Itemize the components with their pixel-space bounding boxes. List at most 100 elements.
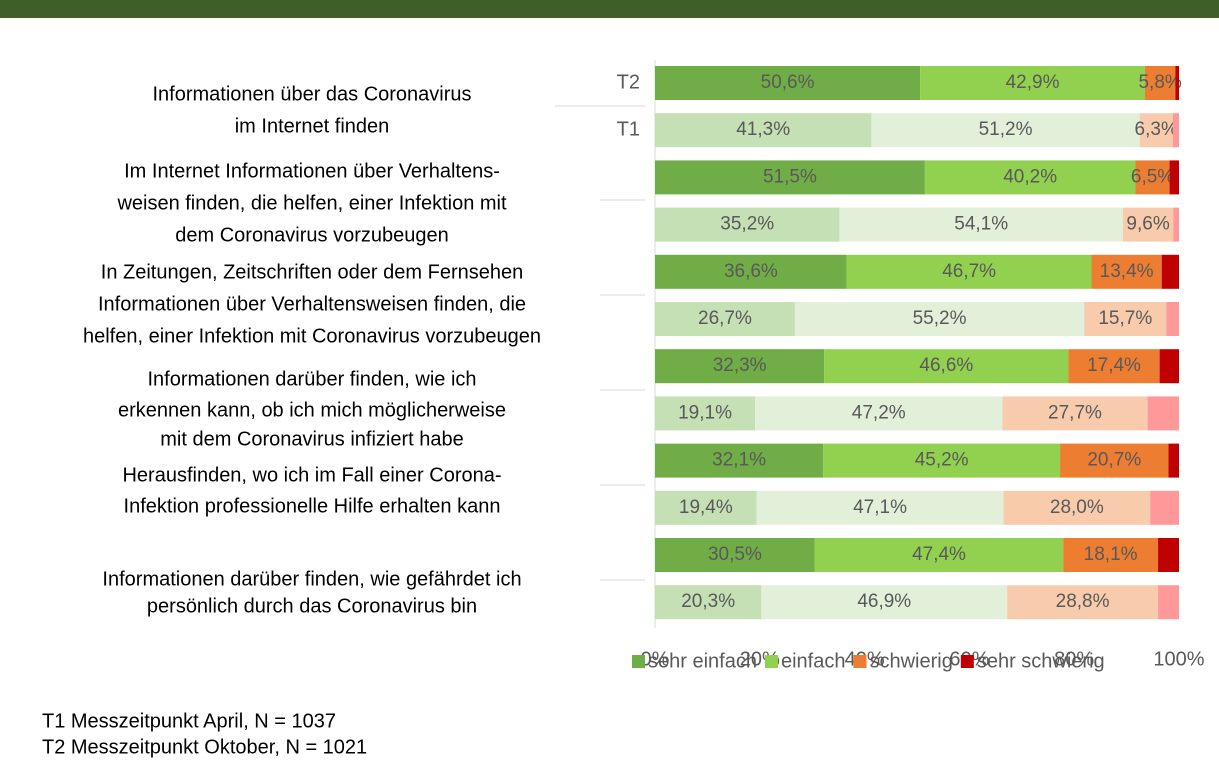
value-label: 46,7% (942, 261, 996, 282)
value-label: 55,2% (913, 308, 967, 329)
value-label: 40,2% (1003, 166, 1057, 187)
group-label: dem Coronavirus vorzubeugen (175, 224, 449, 246)
value-label: 51,2% (979, 119, 1033, 140)
bar-segment (1135, 160, 1170, 195)
group-label: Herausfinden, wo ich im Fall einer Coron… (122, 464, 501, 486)
legend-label: sehr schwierig (977, 650, 1105, 672)
bar-segment (1063, 538, 1159, 572)
group-label: weisen finden, die helfen, einer Infekti… (116, 192, 507, 214)
value-label: 13,4% (1100, 261, 1154, 282)
bar-segment (1159, 349, 1179, 384)
value-label: 54,1% (954, 214, 1008, 235)
bar-segment (1144, 66, 1176, 100)
value-label: 6,5% (1131, 166, 1174, 187)
row-label: T2 (617, 71, 640, 93)
value-label: 47,2% (852, 402, 906, 423)
bar-segment (846, 254, 1092, 289)
bar-segment (794, 302, 1085, 336)
value-label: 50,6% (761, 72, 815, 93)
bar-segment (655, 113, 872, 148)
group-label: persönlich durch das Coronavirus bin (147, 595, 477, 617)
group-label: Informationen über Verhaltensweisen find… (98, 293, 526, 315)
legend-swatch (960, 655, 974, 668)
value-label: 19,1% (678, 402, 732, 423)
value-label: 26,7% (698, 308, 752, 329)
value-label: 18,1% (1084, 544, 1138, 565)
bar-segment (755, 396, 1003, 431)
bar-segment (655, 160, 925, 195)
group-label: mit dem Coronavirus infiziert habe (160, 428, 463, 450)
bar-segment (1166, 302, 1179, 336)
value-label: 6,3% (1135, 119, 1178, 140)
bar-segment (1060, 443, 1169, 478)
value-label: 32,3% (713, 355, 767, 376)
value-label: 46,9% (857, 591, 911, 612)
x-tick-label: 80% (1054, 648, 1094, 670)
value-label: 45,2% (915, 450, 969, 471)
group-label: In Zeitungen, Zeitschriften oder dem Fer… (101, 261, 523, 283)
x-tick-label: 0% (641, 648, 670, 670)
legend-swatch (764, 655, 778, 668)
value-label: 19,4% (679, 497, 733, 518)
value-label: 20,3% (681, 591, 735, 612)
bar-segment (1084, 302, 1167, 336)
bar-segment (655, 490, 757, 525)
value-label: 42,9% (1006, 72, 1060, 93)
value-label: 27,7% (1048, 402, 1102, 423)
group-label: Im Internet Informationen über Verhalten… (124, 160, 500, 182)
bar-segment (920, 66, 1145, 100)
bar-segment (756, 490, 1004, 525)
bar-segment (655, 443, 824, 478)
bar-segment (1068, 349, 1160, 384)
legend-label: einfach (781, 650, 846, 672)
bar-segment (1091, 254, 1162, 289)
x-tick-label: 100% (1153, 648, 1204, 670)
value-label: 5,8% (1138, 72, 1181, 93)
bar-segment (655, 66, 921, 100)
row-label: T1 (617, 118, 640, 140)
bar-segment (655, 585, 762, 620)
bar-segment (655, 254, 847, 289)
value-label: 47,4% (912, 544, 966, 565)
bar-segment (1169, 160, 1179, 195)
bar-segment (1007, 585, 1159, 620)
bar-segment (761, 585, 1008, 620)
legend-label: sehr einfach (648, 650, 757, 672)
legend-swatch (632, 655, 645, 668)
bar-segment (1150, 490, 1179, 525)
value-label: 32,1% (712, 450, 766, 471)
group-label: im Internet finden (235, 115, 390, 137)
bar-segment (1168, 443, 1179, 478)
value-label: 36,6% (724, 261, 778, 282)
bar-segment (1003, 490, 1151, 525)
bar-segment (655, 538, 815, 572)
bar-segment (1158, 538, 1179, 572)
bar-segment (655, 349, 825, 384)
bar-segment (655, 207, 840, 242)
group-label: Infektion professionelle Hilfe erhalten … (124, 495, 501, 517)
group-label: Informationen über das Coronavirus (152, 83, 471, 105)
footnote: T1 Messzeitpunkt April, N = 1037 (42, 710, 336, 732)
footnote: T2 Messzeitpunkt Oktober, N = 1021 (42, 736, 367, 758)
value-label: 28,0% (1050, 497, 1104, 518)
bar-segment (1002, 396, 1148, 431)
group-label: Informationen darüber finden, wie gefähr… (102, 568, 521, 590)
bar-segment (1139, 113, 1173, 148)
group-label: Informationen darüber finden, wie ich (147, 368, 476, 390)
value-label: 20,7% (1087, 450, 1141, 471)
value-label: 28,8% (1056, 591, 1110, 612)
bar-segment (655, 302, 795, 336)
bar-segment (824, 349, 1069, 384)
bar-segment (1161, 254, 1179, 289)
bar-segment (814, 538, 1064, 572)
bar-segment (1122, 207, 1174, 242)
bar-segment (839, 207, 1123, 242)
value-label: 41,3% (736, 119, 790, 140)
group-label: helfen, einer Infektion mit Coronavirus … (83, 325, 541, 347)
bar-segment (655, 396, 756, 431)
legend-label: schwierig (869, 650, 952, 672)
legend-swatch (853, 655, 867, 668)
group-label: erkennen kann, ob ich mich möglicherweis… (118, 399, 506, 421)
bar-segment (1172, 113, 1179, 148)
